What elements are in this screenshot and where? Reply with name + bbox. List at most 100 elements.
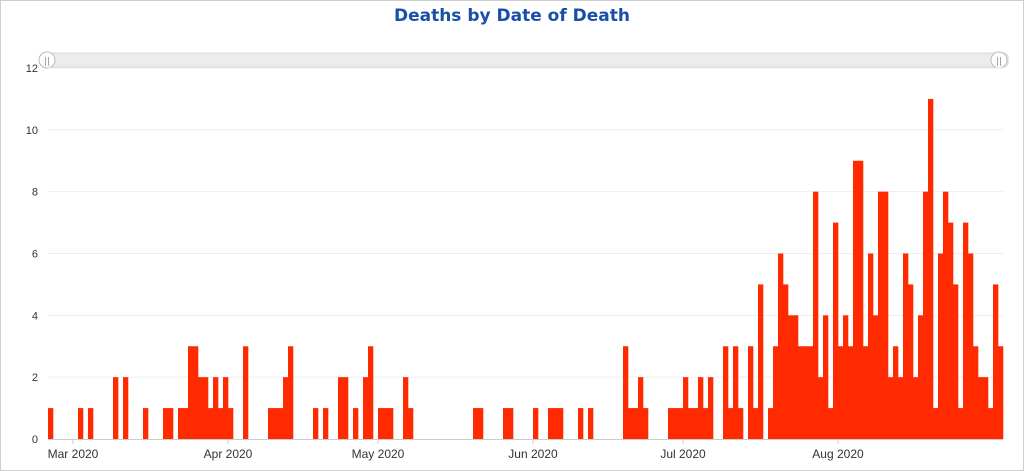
bar[interactable]	[203, 377, 209, 439]
bar[interactable]	[578, 408, 584, 439]
bar[interactable]	[788, 315, 794, 439]
bar[interactable]	[703, 408, 709, 439]
bar[interactable]	[533, 408, 539, 439]
bar[interactable]	[908, 284, 914, 439]
bar[interactable]	[163, 408, 169, 439]
bar[interactable]	[473, 408, 479, 439]
bar[interactable]	[383, 408, 389, 439]
bar[interactable]	[708, 377, 714, 439]
bar[interactable]	[818, 377, 824, 439]
bar[interactable]	[88, 408, 94, 439]
bar[interactable]	[623, 346, 629, 439]
bar[interactable]	[638, 377, 644, 439]
bar[interactable]	[803, 346, 809, 439]
bar[interactable]	[633, 408, 639, 439]
bar[interactable]	[863, 346, 869, 439]
bar[interactable]	[758, 284, 764, 439]
bar[interactable]	[183, 408, 189, 439]
bar[interactable]	[388, 408, 394, 439]
bar[interactable]	[323, 408, 329, 439]
bar[interactable]	[548, 408, 554, 439]
bar[interactable]	[588, 408, 594, 439]
bar[interactable]	[998, 346, 1004, 439]
bar[interactable]	[178, 408, 184, 439]
bar[interactable]	[988, 408, 994, 439]
bar[interactable]	[508, 408, 514, 439]
bar[interactable]	[838, 346, 844, 439]
bar[interactable]	[883, 191, 889, 439]
bar[interactable]	[878, 191, 884, 439]
bar[interactable]	[978, 377, 984, 439]
bar[interactable]	[853, 160, 859, 439]
bar[interactable]	[793, 315, 799, 439]
bar[interactable]	[558, 408, 564, 439]
bar[interactable]	[828, 408, 834, 439]
bar[interactable]	[478, 408, 484, 439]
bar[interactable]	[143, 408, 149, 439]
bar[interactable]	[313, 408, 319, 439]
bar[interactable]	[903, 253, 909, 440]
bar[interactable]	[933, 408, 939, 439]
bar[interactable]	[773, 346, 779, 439]
bar[interactable]	[923, 191, 929, 439]
bar[interactable]	[823, 315, 829, 439]
bar[interactable]	[868, 253, 874, 440]
bar[interactable]	[798, 346, 804, 439]
bar[interactable]	[973, 346, 979, 439]
bar[interactable]	[843, 315, 849, 439]
bar[interactable]	[928, 98, 934, 440]
bar[interactable]	[273, 408, 279, 439]
bar[interactable]	[948, 222, 954, 439]
bar[interactable]	[813, 191, 819, 439]
bar[interactable]	[673, 408, 679, 439]
bar[interactable]	[893, 346, 899, 439]
bar[interactable]	[693, 408, 699, 439]
bar[interactable]	[938, 253, 944, 440]
bar[interactable]	[993, 284, 999, 439]
bar[interactable]	[113, 377, 119, 439]
bar[interactable]	[848, 346, 854, 439]
bar[interactable]	[218, 408, 224, 439]
bar[interactable]	[963, 222, 969, 439]
bar[interactable]	[628, 408, 634, 439]
bar[interactable]	[198, 377, 204, 439]
bar[interactable]	[733, 346, 739, 439]
bar[interactable]	[918, 315, 924, 439]
bar[interactable]	[188, 346, 194, 439]
bar[interactable]	[353, 408, 359, 439]
range-slider-left-handle[interactable]: ||	[38, 51, 56, 69]
bar[interactable]	[228, 408, 234, 439]
bar[interactable]	[678, 408, 684, 439]
bar[interactable]	[168, 408, 174, 439]
bar[interactable]	[208, 408, 214, 439]
bar[interactable]	[723, 346, 729, 439]
bar[interactable]	[943, 191, 949, 439]
bar[interactable]	[728, 408, 734, 439]
bar[interactable]	[958, 408, 964, 439]
bar[interactable]	[768, 408, 774, 439]
bar[interactable]	[983, 377, 989, 439]
bar[interactable]	[698, 377, 704, 439]
range-slider-right-handle[interactable]: ||	[990, 51, 1008, 69]
bar[interactable]	[268, 408, 274, 439]
bar[interactable]	[288, 346, 294, 439]
bar[interactable]	[778, 253, 784, 440]
bar[interactable]	[683, 377, 689, 439]
bar[interactable]	[858, 160, 864, 439]
bar[interactable]	[953, 284, 959, 439]
bar[interactable]	[403, 377, 409, 439]
bar[interactable]	[368, 346, 374, 439]
bar[interactable]	[378, 408, 384, 439]
bar[interactable]	[223, 377, 229, 439]
bar[interactable]	[753, 408, 759, 439]
bar[interactable]	[343, 377, 349, 439]
bar[interactable]	[688, 408, 694, 439]
bar[interactable]	[553, 408, 559, 439]
bar[interactable]	[968, 253, 974, 440]
bar[interactable]	[668, 408, 674, 439]
bar[interactable]	[123, 377, 129, 439]
bar[interactable]	[888, 377, 894, 439]
bar[interactable]	[738, 408, 744, 439]
bar[interactable]	[193, 346, 199, 439]
bar[interactable]	[873, 315, 879, 439]
